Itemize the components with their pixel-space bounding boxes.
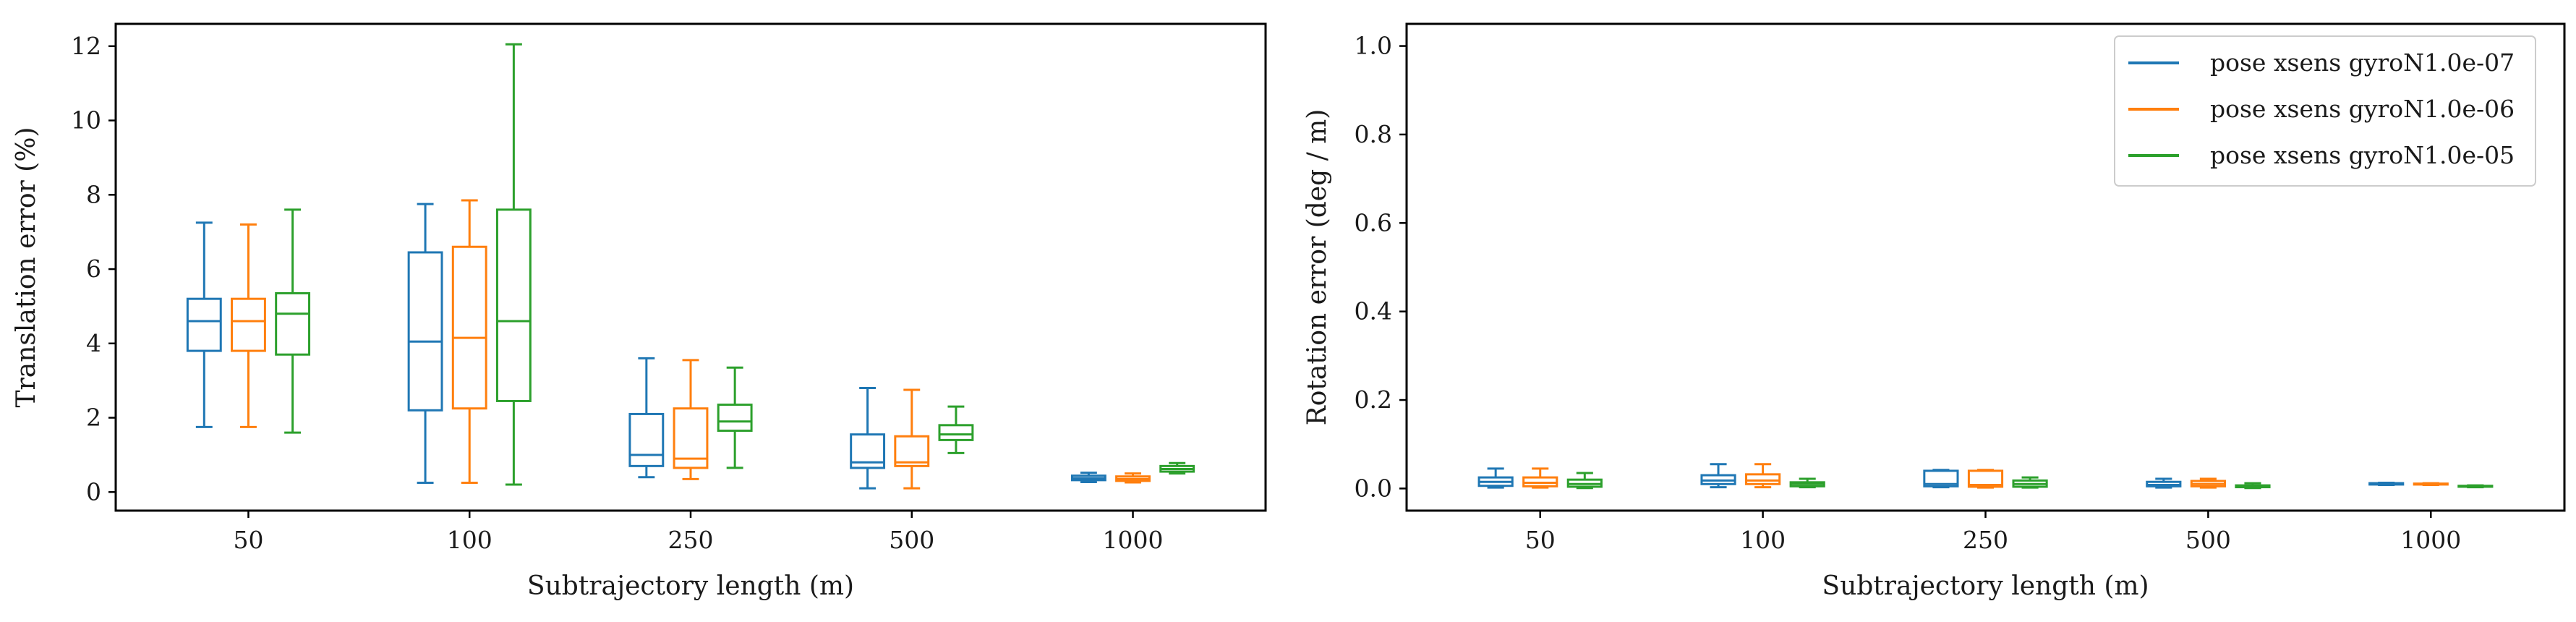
box-250-series-2 [673, 359, 709, 480]
box-500-series-3 [938, 405, 974, 454]
box-body [231, 297, 266, 352]
x-tick-label: 1000 [1103, 526, 1164, 554]
box-body [628, 412, 665, 467]
box-body [717, 404, 753, 433]
y-tick-label: 0.4 [1355, 297, 1392, 325]
box-body [850, 433, 886, 469]
legend-label-series-1: pose xsens gyroN1.0e-07 [2210, 48, 2515, 77]
x-tick-label: 500 [2185, 526, 2231, 554]
box-100-series-2 [1745, 463, 1781, 489]
y-tick-label: 12 [71, 32, 101, 60]
box-body [186, 297, 222, 352]
y-tick-label: 0.6 [1355, 208, 1392, 237]
y-tick-label: 6 [86, 255, 101, 283]
x-tick-label: 1000 [2400, 526, 2461, 554]
box-body [1923, 469, 1959, 487]
x-tick-label: 100 [447, 526, 492, 554]
x-tick-label: 500 [889, 526, 934, 554]
y-tick-label: 0.8 [1355, 120, 1392, 148]
box-body [275, 291, 311, 356]
x-tick-label: 100 [1740, 526, 1786, 554]
y-axis-label-translation: Translation error (%) [12, 127, 41, 408]
box-50-series-2 [231, 223, 266, 428]
box-1000-series-3 [1159, 461, 1195, 475]
box-100-series-2 [451, 199, 487, 484]
box-250-series-2 [1967, 469, 2004, 489]
y-tick-label: 8 [86, 180, 101, 208]
x-tick-label: 250 [1963, 526, 2008, 554]
x-tick-label: 50 [1525, 526, 1556, 554]
x-tick-label: 250 [668, 526, 714, 554]
box-50-series-2 [1522, 467, 1558, 489]
box-50-series-1 [1477, 467, 1514, 489]
translation-error-panel: Translation error (%) Subtrajectory leng… [12, 22, 1267, 601]
box-50-series-3 [275, 208, 311, 434]
box-1000-series-1 [2368, 481, 2405, 487]
box-1000-series-2 [2413, 482, 2449, 487]
x-tick-label: 50 [233, 526, 263, 554]
y-tick-label: 0.2 [1355, 385, 1392, 414]
box-500-series-2 [2190, 477, 2226, 489]
legend-label-series-3: pose xsens gyroN1.0e-05 [2210, 141, 2515, 169]
x-axis-label-rotation: Subtrajectory length (m) [1822, 571, 2149, 601]
box-body [1745, 473, 1781, 485]
box-500-series-1 [2146, 477, 2182, 489]
box-body [673, 407, 709, 469]
box-body [1967, 469, 2004, 488]
legend: pose xsens gyroN1.0e-07 pose xsens gyroN… [2114, 35, 2536, 187]
y-tick-label: 0 [86, 477, 101, 506]
box-body [894, 435, 930, 467]
y-tick-label: 0.0 [1355, 474, 1392, 502]
box-1000-series-2 [1115, 472, 1151, 484]
plot-frame [114, 22, 1267, 512]
box-500-series-3 [2235, 482, 2271, 490]
box-100-series-1 [1700, 463, 1736, 489]
box-250-series-1 [628, 357, 665, 479]
y-tick-label: 1.0 [1355, 32, 1392, 60]
box-100-series-1 [407, 203, 443, 484]
rotation-error-panel: Rotation error (deg / m) Subtrajectory l… [1302, 22, 2566, 601]
legend-label-series-2: pose xsens gyroN1.0e-06 [2210, 95, 2515, 123]
legend-frame [2114, 35, 2536, 187]
y-axis-label-rotation: Rotation error (deg / m) [1302, 109, 1332, 426]
y-tick-label: 2 [86, 404, 101, 432]
box-body [451, 245, 487, 410]
box-1000-series-1 [1070, 472, 1106, 483]
box-body [938, 424, 974, 441]
box-100-series-3 [495, 43, 532, 486]
box-50-series-1 [186, 221, 222, 428]
box-100-series-3 [1789, 477, 1825, 489]
box-50-series-3 [1566, 472, 1603, 490]
y-tick-label: 10 [71, 106, 101, 135]
box-250-series-3 [717, 366, 753, 469]
box-500-series-1 [850, 386, 886, 490]
box-500-series-2 [894, 388, 930, 490]
box-body [407, 251, 443, 412]
box-1000-series-3 [2457, 484, 2494, 489]
box-body [495, 208, 532, 402]
box-250-series-3 [2012, 476, 2048, 489]
x-axis-label-translation: Subtrajectory length (m) [527, 571, 854, 601]
box-250-series-1 [1923, 469, 1959, 489]
y-tick-label: 4 [86, 329, 101, 357]
